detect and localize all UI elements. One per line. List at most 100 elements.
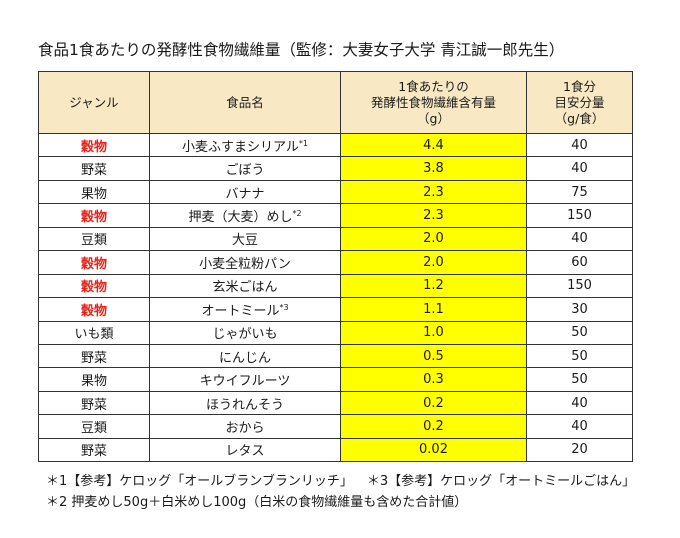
serving-value-cell: 50 xyxy=(526,343,633,369)
table-row: 豆類 おから 0.2 40 xyxy=(38,414,633,439)
footnote-mark: *1 xyxy=(298,138,308,148)
header-fiber-line1: 1食あたりの xyxy=(398,78,469,94)
serving-value-cell: 30 xyxy=(526,297,633,322)
genre-cell: 野菜 xyxy=(38,343,150,369)
food-name: 小麦ふすまシリアル xyxy=(182,139,299,155)
genre-cell: 果物 xyxy=(38,367,150,392)
fiber-value-cell: 0.2 xyxy=(340,414,527,439)
table-row: 豆類 大豆 2.0 40 xyxy=(38,226,633,252)
serving-value-cell: 75 xyxy=(526,179,633,205)
serving-value-cell: 150 xyxy=(526,273,633,299)
food-name: ごぼう xyxy=(225,163,265,179)
serving-value-cell: 40 xyxy=(526,226,633,252)
fiber-value-cell: 1.2 xyxy=(340,273,527,299)
fiber-value-cell: 2.3 xyxy=(340,203,527,228)
footnote-2: ＊2 押麦めし50g＋白米めし100g（白米の食物繊維量も含めた合計値） xyxy=(46,495,468,510)
food-cell: 小麦ふすまシリアル*1 xyxy=(149,132,341,158)
fiber-value-cell: 0.3 xyxy=(340,367,527,392)
genre-cell: いも類 xyxy=(38,320,150,345)
food-name: おから xyxy=(225,420,265,436)
header-row: ジャンル 食品名 1食あたりの 発酵性食物繊維含有量 （g） 1食分 目安分量 … xyxy=(38,71,633,134)
food-name: じゃがいも xyxy=(212,327,278,343)
serving-value-cell: 40 xyxy=(526,132,633,158)
serving-value-cell: 40 xyxy=(526,414,633,439)
fiber-value-cell: 1.1 xyxy=(340,297,527,322)
food-cell: バナナ xyxy=(149,179,341,205)
genre-cell: 穀物 xyxy=(38,297,150,322)
serving-value-cell: 150 xyxy=(526,203,633,228)
fiber-value-cell: 1.0 xyxy=(340,320,527,345)
table-row: 穀物 小麦ふすまシリアル*1 4.4 40 xyxy=(38,132,633,158)
genre-cell: 穀物 xyxy=(38,132,150,158)
serving-value-cell: 50 xyxy=(526,367,633,392)
header-serving: 1食分 目安分量 （g/食） xyxy=(526,71,633,134)
header-fiber-line2: 発酵性食物繊維含有量 xyxy=(370,94,496,110)
food-name: オートミール xyxy=(201,303,280,319)
serving-value-cell: 20 xyxy=(526,437,633,463)
genre-cell: 穀物 xyxy=(38,203,150,228)
serving-value-cell: 60 xyxy=(526,250,633,275)
header-food: 食品名 xyxy=(149,71,341,134)
table-row: 果物 バナナ 2.3 75 xyxy=(38,179,633,205)
footnote-mark: *3 xyxy=(279,302,289,312)
header-fiber-line3: （g） xyxy=(417,110,450,126)
food-cell: レタス xyxy=(149,437,341,463)
serving-value-cell: 50 xyxy=(526,320,633,345)
table-row: 野菜 レタス 0.02 20 xyxy=(38,437,633,463)
table-row: 野菜 ごぼう 3.8 40 xyxy=(38,156,633,181)
genre-cell: 豆類 xyxy=(38,226,150,252)
fiber-value-cell: 2.0 xyxy=(340,250,527,275)
fiber-value-cell: 2.0 xyxy=(340,226,527,252)
genre-cell: 穀物 xyxy=(38,273,150,299)
food-name: ほうれんそう xyxy=(205,397,284,413)
fiber-value-cell: 4.4 xyxy=(340,132,527,158)
genre-cell: 野菜 xyxy=(38,437,150,463)
footnote-1: ＊1【参考】ケロッグ「オールブランブランリッチ」 xyxy=(46,474,353,489)
food-name: バナナ xyxy=(225,186,265,202)
header-serving-line3: （g/食） xyxy=(554,110,605,126)
fiber-value-cell: 0.5 xyxy=(340,343,527,369)
food-name: キウイフルーツ xyxy=(199,374,291,390)
food-name: 小麦全粒粉パン xyxy=(199,256,291,272)
table-row: 穀物 押麦（大麦）めし*2 2.3 150 xyxy=(38,203,633,228)
genre-cell: 穀物 xyxy=(38,250,150,275)
table-row: 穀物 オートミール*3 1.1 30 xyxy=(38,297,633,322)
fiber-table: ジャンル 食品名 1食あたりの 発酵性食物繊維含有量 （g） 1食分 目安分量 … xyxy=(38,71,633,463)
food-cell: オートミール*3 xyxy=(149,297,341,322)
serving-value-cell: 40 xyxy=(526,390,633,416)
table-row: 穀物 玄米ごはん 1.2 150 xyxy=(38,273,633,299)
header-fiber: 1食あたりの 発酵性食物繊維含有量 （g） xyxy=(340,71,527,134)
food-name: にんじん xyxy=(218,350,271,366)
footnote-1-3: ＊1【参考】ケロッグ「オールブランブランリッチ」 ＊3【参考】ケロッグ「オートミー… xyxy=(46,470,635,489)
footnote-3: ＊3【参考】ケロッグ「オートミールごはん」 xyxy=(366,474,636,489)
fiber-value-cell: 0.2 xyxy=(340,390,527,416)
food-name: レタス xyxy=(225,444,265,460)
serving-value-cell: 40 xyxy=(526,156,633,181)
footnote-mark: *2 xyxy=(292,209,302,219)
genre-cell: 豆類 xyxy=(38,414,150,439)
genre-cell: 野菜 xyxy=(38,156,150,181)
food-cell: 大豆 xyxy=(149,226,341,252)
header-serving-line1: 1食分 xyxy=(563,78,596,94)
food-name: 玄米ごはん xyxy=(212,280,278,296)
food-cell: 小麦全粒粉パン xyxy=(149,250,341,275)
fiber-value-cell: 3.8 xyxy=(340,156,527,181)
header-serving-line2: 目安分量 xyxy=(554,94,605,110)
food-cell: キウイフルーツ xyxy=(149,367,341,392)
page-title: 食品1食あたりの発酵性食物繊維量（監修：大妻女子大学 青江誠一郎先生） xyxy=(38,41,565,59)
genre-cell: 野菜 xyxy=(38,390,150,416)
food-cell: ごぼう xyxy=(149,156,341,181)
table-row: 野菜 ほうれんそう 0.2 40 xyxy=(38,390,633,416)
table-row: いも類 じゃがいも 1.0 50 xyxy=(38,320,633,345)
food-cell: 玄米ごはん xyxy=(149,273,341,299)
food-name: 大豆 xyxy=(231,233,258,249)
food-name: 押麦（大麦）めし xyxy=(188,210,293,226)
table-row: 穀物 小麦全粒粉パン 2.0 60 xyxy=(38,250,633,275)
table-row: 野菜 にんじん 0.5 50 xyxy=(38,343,633,369)
header-genre: ジャンル xyxy=(38,71,150,134)
table-row: 果物 キウイフルーツ 0.3 50 xyxy=(38,367,633,392)
food-cell: ほうれんそう xyxy=(149,390,341,416)
food-cell: 押麦（大麦）めし*2 xyxy=(149,203,341,228)
food-cell: にんじん xyxy=(149,343,341,369)
food-cell: おから xyxy=(149,414,341,439)
